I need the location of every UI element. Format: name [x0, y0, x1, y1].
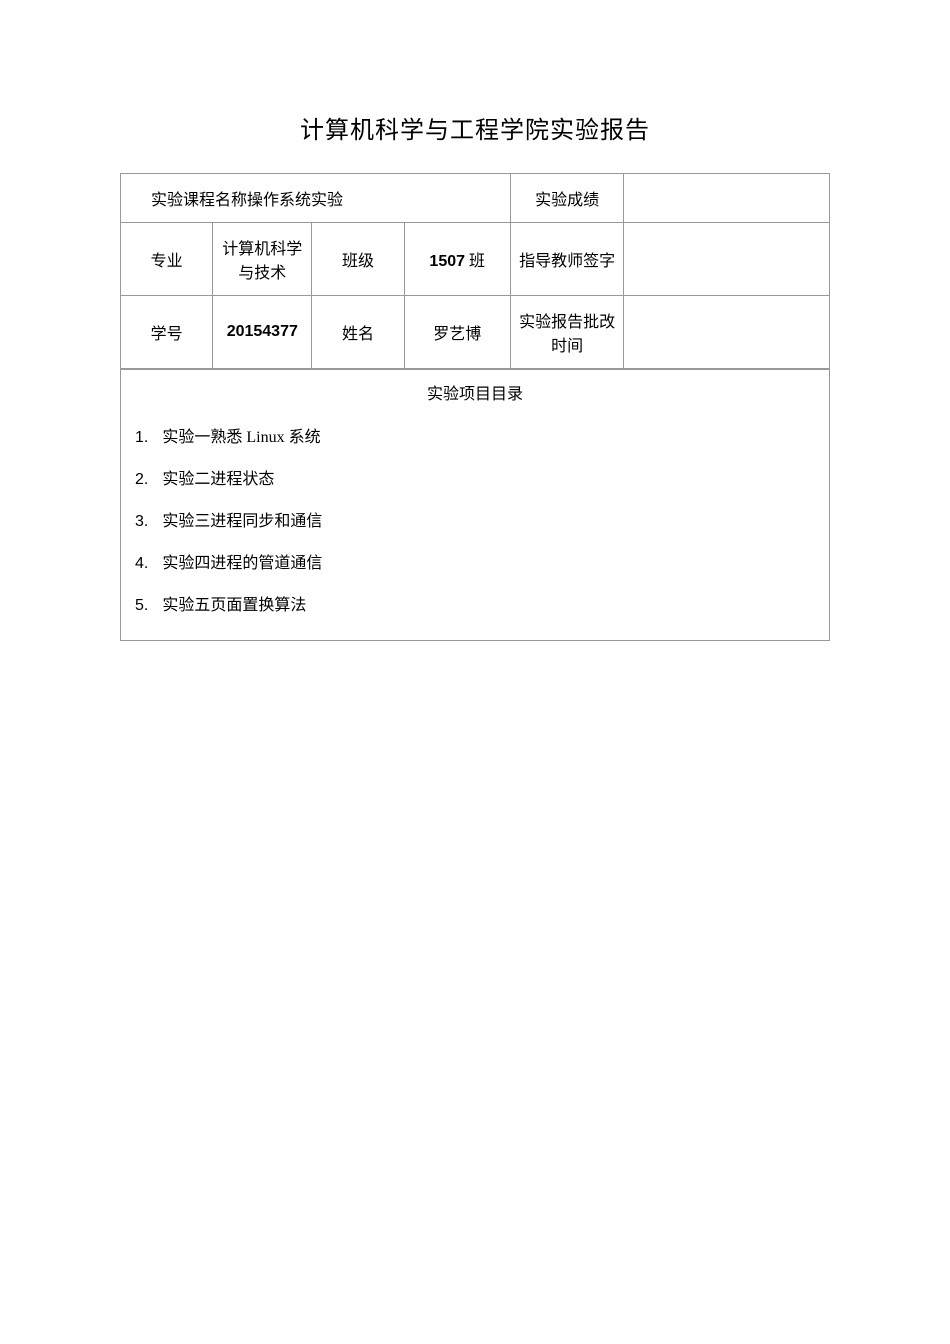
- major-label: 专业: [121, 223, 213, 296]
- review-time-value: [624, 296, 830, 369]
- report-table: 实验课程名称操作系统实验 实验成绩 专业 计算机科学与技术 班级 1507 班 …: [120, 173, 830, 641]
- list-item: 3.实验三进程同步和通信: [135, 498, 815, 540]
- teacher-label: 指导教师签字: [510, 223, 623, 296]
- course-row: 实验课程名称操作系统实验 实验成绩: [121, 174, 830, 223]
- list-item: 5.实验五页面置换算法: [135, 582, 815, 624]
- list-item: 4.实验四进程的管道通信: [135, 540, 815, 582]
- class-value: 1507 班: [404, 223, 510, 296]
- name-label: 姓名: [312, 296, 404, 369]
- toc-list: 1.实验一熟悉 Linux 系统 2.实验二进程状态 3.实验三进程同步和通信 …: [121, 414, 829, 640]
- name-value: 罗艺博: [404, 296, 510, 369]
- info-row-2: 学号 20154377 姓名 罗艺博 实验报告批改时间: [121, 296, 830, 369]
- toc-item-text: 实验四进程的管道通信: [162, 555, 322, 572]
- major-value: 计算机科学与技术: [213, 223, 312, 296]
- grade-label-cell: 实验成绩: [510, 174, 623, 223]
- info-row-1: 专业 计算机科学与技术 班级 1507 班 指导教师签字: [121, 223, 830, 296]
- toc-section: 实验项目目录 1.实验一熟悉 Linux 系统 2.实验二进程状态 3.实验三进…: [121, 369, 830, 641]
- toc-header: 实验项目目录: [121, 369, 829, 414]
- list-item: 1.实验一熟悉 Linux 系统: [135, 414, 815, 456]
- toc-item-text: 实验三进程同步和通信: [162, 513, 322, 530]
- student-id-value: 20154377: [213, 296, 312, 369]
- list-item: 2.实验二进程状态: [135, 456, 815, 498]
- class-label: 班级: [312, 223, 404, 296]
- student-id-label: 学号: [121, 296, 213, 369]
- course-name-cell: 实验课程名称操作系统实验: [121, 174, 511, 223]
- review-time-label: 实验报告批改时间: [510, 296, 623, 369]
- toc-item-text: 实验二进程状态: [162, 471, 274, 488]
- toc-item-text: 实验五页面置换算法: [162, 597, 306, 614]
- teacher-value: [624, 223, 830, 296]
- page-title: 计算机科学与工程学院实验报告: [120, 110, 830, 145]
- toc-item-text: 实验一熟悉 Linux 系统: [162, 429, 320, 446]
- grade-value-cell: [624, 174, 830, 223]
